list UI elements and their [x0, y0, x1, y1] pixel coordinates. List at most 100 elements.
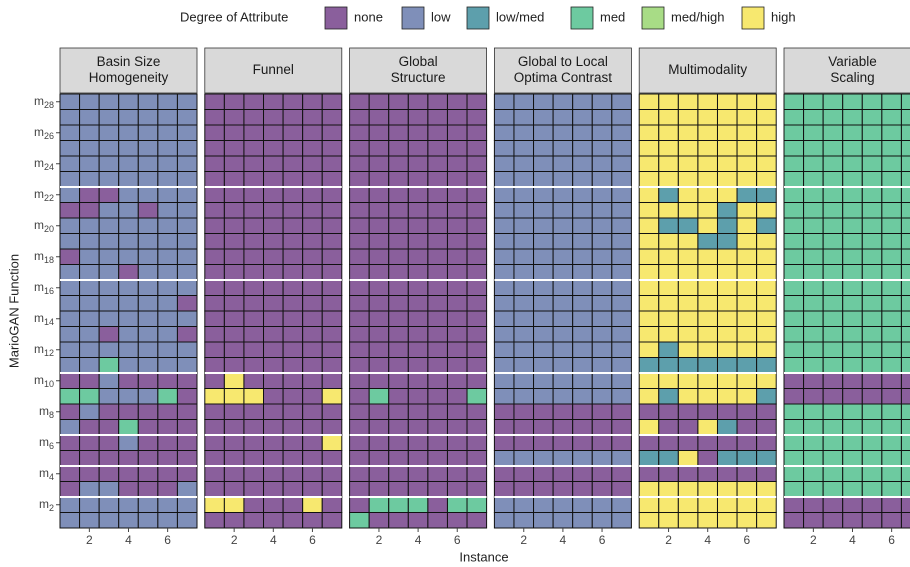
heatmap-cell [466, 93, 488, 110]
heatmap-cell [638, 140, 660, 157]
heatmap-cell [697, 109, 718, 126]
heatmap-cell [783, 310, 805, 327]
heatmap-cell [611, 465, 632, 482]
heatmap-cell [756, 155, 777, 172]
heatmap-cell [157, 465, 178, 482]
heatmap-cell [223, 186, 245, 203]
heatmap-cell [388, 357, 409, 374]
heatmap-cell [282, 357, 304, 374]
heatmap-cell [243, 512, 265, 529]
heatmap-cell [591, 512, 613, 529]
heatmap-cell [98, 450, 120, 467]
heatmap-cell [638, 465, 660, 482]
heatmap-cell [736, 403, 758, 420]
heatmap-cell [427, 233, 448, 250]
heatmap-cell [388, 248, 409, 265]
heatmap-cell [204, 512, 225, 529]
heatmap-cell [157, 109, 178, 126]
heatmap-cell [822, 233, 844, 250]
heatmap-cell [900, 186, 910, 203]
heatmap-cell [407, 248, 429, 265]
heatmap-cell [611, 279, 632, 296]
heatmap-cell [900, 496, 910, 513]
heatmap-cell [59, 496, 81, 513]
heatmap-cell [204, 403, 225, 420]
heatmap-cell [79, 512, 100, 529]
heatmap-cell [243, 388, 265, 405]
heatmap-cell [736, 512, 758, 529]
heatmap-cell [302, 171, 323, 188]
heatmap-cell [98, 388, 120, 405]
heatmap-cell [176, 93, 198, 110]
heatmap-cell [736, 372, 758, 389]
heatmap-cell [368, 171, 390, 188]
heatmap-cell [572, 388, 593, 405]
heatmap-cell [493, 450, 515, 467]
heatmap-cell [783, 512, 805, 529]
heatmap-cell [263, 341, 284, 358]
heatmap-cell [493, 233, 515, 250]
heatmap-cell [591, 465, 613, 482]
heatmap-cell [368, 124, 390, 141]
heatmap-cell [302, 481, 323, 498]
heatmap-cell [842, 295, 863, 312]
heatmap-cell [302, 357, 323, 374]
heatmap-cell [349, 124, 370, 141]
heatmap-cell [118, 217, 139, 234]
heatmap-cell [223, 310, 245, 327]
heatmap-cell [900, 512, 910, 529]
heatmap-cell [349, 450, 370, 467]
heatmap-cell [493, 388, 515, 405]
heatmap-cell [446, 496, 468, 513]
heatmap-cell [842, 171, 863, 188]
heatmap-cell [302, 186, 323, 203]
heatmap-cell [243, 93, 265, 110]
heatmap-cell [572, 248, 593, 265]
heatmap-cell [176, 155, 198, 172]
heatmap-cell [118, 248, 139, 265]
heatmap-cell [513, 109, 535, 126]
heatmap-cell [137, 264, 159, 281]
heatmap-cell [552, 109, 574, 126]
heatmap-cell [572, 403, 593, 420]
heatmap-cell [349, 155, 370, 172]
heatmap-cell [466, 341, 488, 358]
heatmap-cell [900, 248, 910, 265]
heatmap-cell [513, 233, 535, 250]
heatmap-cell [427, 248, 448, 265]
heatmap-cell [137, 465, 159, 482]
facet-title: Funnel [253, 62, 294, 77]
heatmap-cell [611, 481, 632, 498]
heatmap-cell [282, 434, 304, 451]
heatmap-cell [572, 512, 593, 529]
heatmap-cell [783, 217, 805, 234]
x-tick-label: 2 [810, 533, 817, 547]
heatmap-cell [716, 295, 738, 312]
heatmap-cell [658, 202, 679, 219]
heatmap-cell [263, 171, 284, 188]
heatmap-cell [79, 496, 100, 513]
heatmap-cell [697, 326, 718, 343]
heatmap-cell [263, 434, 284, 451]
heatmap-cell [243, 326, 265, 343]
heatmap-cell [842, 310, 863, 327]
heatmap-cell [697, 512, 718, 529]
heatmap-cell [716, 310, 738, 327]
heatmap-cell [591, 186, 613, 203]
heatmap-cell [493, 124, 515, 141]
heatmap-cell [493, 465, 515, 482]
heatmap-cell [783, 357, 805, 374]
heatmap-cell [176, 202, 198, 219]
heatmap-cell [176, 295, 198, 312]
heatmap-cell [118, 109, 139, 126]
heatmap-cell [783, 326, 805, 343]
heatmap-cell [716, 450, 738, 467]
heatmap-cell [98, 202, 120, 219]
heatmap-cell [204, 140, 225, 157]
heatmap-cell [493, 326, 515, 343]
heatmap-cell [716, 403, 738, 420]
heatmap-cell [533, 419, 554, 436]
heatmap-cell [157, 279, 178, 296]
heatmap-cell [427, 279, 448, 296]
heatmap-cell [611, 341, 632, 358]
